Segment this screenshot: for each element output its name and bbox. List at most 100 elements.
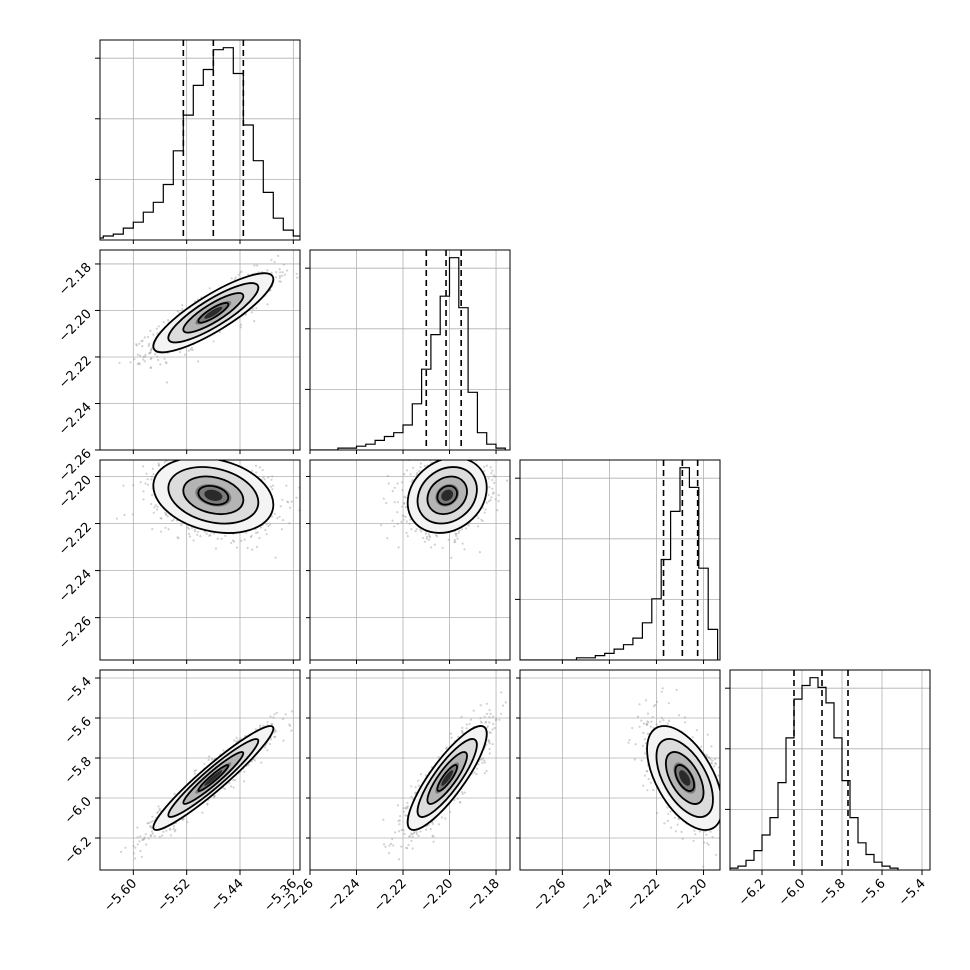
sample-point bbox=[231, 454, 233, 456]
sample-point bbox=[243, 780, 246, 783]
sample-point bbox=[156, 355, 159, 358]
sample-point bbox=[247, 273, 250, 276]
sample-point bbox=[261, 468, 264, 472]
sample-point bbox=[152, 473, 155, 476]
sample-point bbox=[156, 332, 159, 335]
sample-point bbox=[162, 321, 165, 324]
sample-point bbox=[256, 264, 259, 267]
sample-point bbox=[168, 827, 171, 830]
panel-frame bbox=[309, 249, 511, 451]
sample-point bbox=[288, 723, 291, 726]
sample-point bbox=[164, 526, 167, 529]
sample-point bbox=[147, 352, 151, 355]
sample-point bbox=[404, 496, 407, 499]
sample-point bbox=[124, 846, 127, 849]
sample-point bbox=[139, 849, 142, 853]
sample-point bbox=[485, 464, 488, 467]
sample-point bbox=[400, 845, 403, 848]
sample-point bbox=[259, 724, 262, 727]
sample-point bbox=[415, 528, 418, 531]
sample-point bbox=[278, 274, 282, 277]
sample-point bbox=[310, 693, 312, 695]
sample-point bbox=[396, 482, 399, 485]
sample-point bbox=[135, 344, 138, 347]
sample-point bbox=[393, 486, 396, 489]
sample-point bbox=[122, 484, 125, 487]
sample-point bbox=[186, 820, 189, 824]
sample-point bbox=[157, 464, 160, 467]
sample-point bbox=[272, 484, 275, 487]
sample-point bbox=[201, 452, 203, 454]
sample-point bbox=[429, 442, 431, 444]
sample-point bbox=[410, 785, 413, 788]
sample-point bbox=[246, 546, 249, 550]
sample-point bbox=[403, 502, 406, 505]
sample-point bbox=[195, 452, 197, 454]
panel-content bbox=[118, 250, 300, 384]
sample-point bbox=[405, 847, 409, 850]
sample-point bbox=[254, 728, 257, 731]
sample-point bbox=[148, 342, 151, 346]
sample-point bbox=[190, 526, 193, 530]
sample-point bbox=[408, 522, 411, 525]
sample-point bbox=[281, 274, 284, 277]
sample-point bbox=[405, 531, 408, 535]
sample-point bbox=[266, 303, 269, 306]
sample-point bbox=[396, 804, 399, 807]
sample-point bbox=[150, 502, 153, 506]
sample-point bbox=[285, 269, 289, 272]
sample-point bbox=[188, 535, 192, 538]
sample-point bbox=[443, 458, 445, 460]
sample-point bbox=[139, 835, 142, 838]
sample-point bbox=[295, 496, 298, 499]
sample-point bbox=[290, 500, 293, 503]
sample-point bbox=[402, 501, 406, 505]
panel-content bbox=[120, 693, 312, 860]
sample-point bbox=[187, 527, 191, 531]
sample-point bbox=[154, 504, 157, 507]
sample-point bbox=[252, 307, 255, 310]
sample-point bbox=[288, 522, 291, 525]
sample-point bbox=[443, 451, 445, 453]
sample-point bbox=[220, 537, 223, 540]
panel-content bbox=[382, 691, 507, 861]
sample-point bbox=[245, 452, 247, 454]
sample-point bbox=[424, 774, 428, 777]
sample-point bbox=[141, 838, 144, 842]
sample-point bbox=[279, 280, 282, 283]
sample-point bbox=[266, 720, 269, 724]
sample-point bbox=[273, 512, 276, 516]
sample-point bbox=[401, 514, 404, 517]
sample-point bbox=[132, 484, 135, 487]
sample-point bbox=[458, 453, 460, 455]
contour-0 bbox=[197, 764, 230, 792]
sample-point bbox=[453, 541, 456, 544]
sample-point bbox=[186, 526, 189, 529]
sample-point bbox=[488, 708, 491, 712]
sample-point bbox=[152, 451, 154, 453]
sample-point bbox=[222, 786, 225, 790]
sample-point bbox=[262, 476, 265, 479]
sample-point bbox=[146, 822, 149, 825]
sample-point bbox=[270, 258, 273, 262]
sample-point bbox=[414, 530, 417, 533]
sample-point bbox=[201, 811, 204, 814]
sample-point bbox=[483, 772, 486, 775]
sample-point bbox=[153, 353, 156, 356]
sample-point bbox=[409, 518, 412, 521]
sample-point bbox=[285, 484, 288, 487]
sample-point bbox=[136, 826, 139, 829]
sample-point bbox=[257, 456, 259, 458]
sample-point bbox=[203, 762, 206, 765]
histogram-steps bbox=[730, 677, 899, 870]
sample-point bbox=[453, 538, 456, 542]
sample-point bbox=[142, 838, 145, 841]
sample-point bbox=[174, 828, 177, 832]
sample-point bbox=[232, 779, 235, 782]
sample-point bbox=[279, 271, 282, 274]
sample-point bbox=[447, 538, 450, 541]
sample-point bbox=[458, 801, 461, 804]
sample-point bbox=[461, 726, 464, 730]
sample-point bbox=[132, 852, 135, 855]
